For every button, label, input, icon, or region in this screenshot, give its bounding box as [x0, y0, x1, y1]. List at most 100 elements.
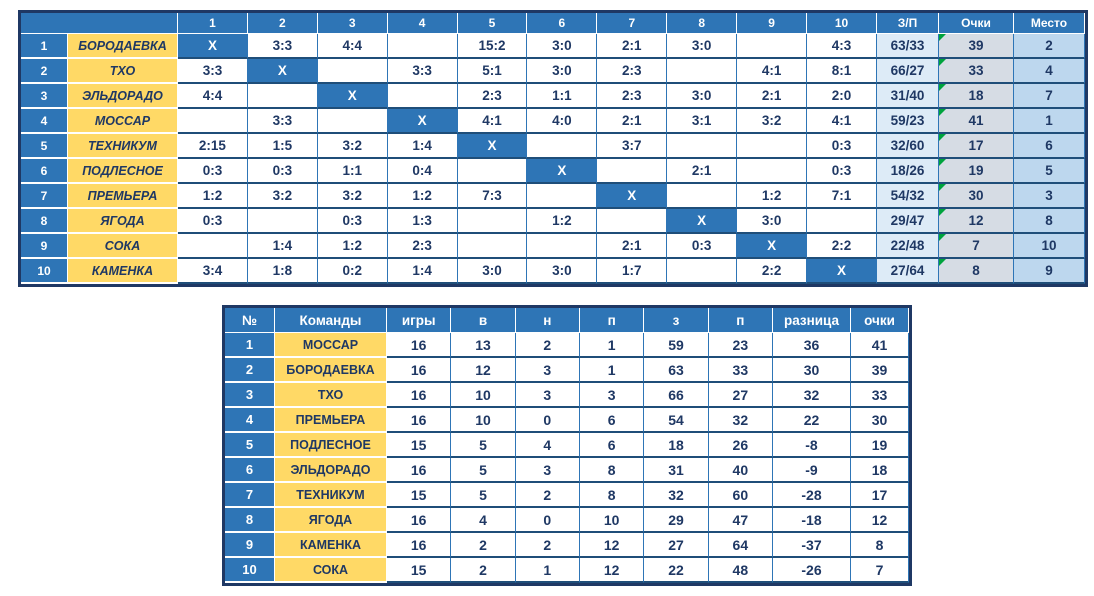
score-cell: 4:4: [317, 34, 388, 59]
stat-cell: 33: [708, 358, 773, 383]
team-name-cell: ЭЛЬДОРАДО: [275, 458, 387, 483]
goals-cell: 22/48: [877, 234, 939, 259]
position-cell: 9: [225, 533, 275, 558]
score-cell: 3:3: [247, 109, 318, 134]
diagonal-x-cell: X: [317, 84, 388, 109]
stat-cell: 1: [515, 558, 580, 583]
stat-cell: 10: [579, 508, 645, 533]
standings-row: 3 ТХО 16 10 3 3 66 27 32 33: [225, 383, 909, 408]
score-cell: 3:7: [597, 134, 668, 159]
team-name-cell: ПРЕМЬЕРА: [68, 184, 178, 209]
diagonal-x-cell: X: [178, 34, 248, 59]
stat-cell: 33: [851, 383, 909, 408]
score-cell: [527, 184, 598, 209]
team-name-cell: ЯГОДА: [275, 508, 387, 533]
points-cell: 41: [939, 109, 1014, 134]
score-cell: [737, 159, 808, 184]
score-cell: 0:3: [317, 209, 388, 234]
score-cell: 7:3: [457, 184, 528, 209]
position-cell: 5: [225, 433, 275, 458]
score-cell: 0:3: [178, 159, 248, 184]
stat-cell: 27: [644, 533, 709, 558]
team-name-cell: ПОДЛЕСНОЕ: [68, 159, 178, 184]
stat-cell: 16: [387, 408, 452, 433]
standings-header-cell: разница: [773, 308, 851, 333]
stat-cell: 40: [708, 458, 773, 483]
points-cell: 17: [939, 134, 1014, 159]
score-cell: 3:2: [247, 184, 318, 209]
score-cell: 2:3: [387, 234, 458, 259]
score-cell: 4:3: [807, 34, 877, 59]
standings-row: 7 ТЕХНИКУМ 15 5 2 8 32 60 -28 17: [225, 483, 909, 508]
team-name-cell: БОРОДАЕВКА: [275, 358, 387, 383]
place-cell: 7: [1014, 84, 1085, 109]
place-cell: 6: [1014, 134, 1085, 159]
goals-cell: 18/26: [877, 159, 939, 184]
score-cell: 3:0: [457, 259, 528, 284]
goals-header: З/П: [877, 13, 939, 34]
stat-cell: 32: [708, 408, 773, 433]
team-name-cell: ТХО: [275, 383, 387, 408]
score-cell: 1:3: [387, 209, 458, 234]
score-cell: 2:3: [597, 59, 668, 84]
score-cell: 8:1: [807, 59, 877, 84]
score-cell: [737, 134, 808, 159]
stat-cell: 10: [451, 383, 516, 408]
diagonal-x-cell: X: [387, 109, 458, 134]
standings-row: 10 СОКА 15 2 1 12 22 48 -26 7: [225, 558, 909, 583]
round-header: 9: [737, 13, 808, 34]
diagonal-x-cell: X: [457, 134, 528, 159]
score-cell: 3:0: [737, 209, 808, 234]
standings-header-cell: в: [451, 308, 516, 333]
points-cell: 30: [939, 184, 1014, 209]
stat-cell: 1: [579, 333, 645, 358]
standings-header-cell: №: [225, 308, 275, 333]
stat-cell: 22: [773, 408, 851, 433]
score-cell: [737, 34, 808, 59]
crosstable-row: 9 СОКА 1:4 1:2 2:3 2:1 0:3 X 2:2 22/48 7 10: [21, 234, 1085, 259]
row-number-cell: 7: [21, 184, 68, 209]
standings-header-row: № Команды игры в н п з п разница очки: [225, 308, 909, 333]
position-cell: 1: [225, 333, 275, 358]
score-cell: 3:2: [317, 134, 388, 159]
row-number-cell: 1: [21, 34, 68, 59]
stat-cell: 10: [451, 408, 516, 433]
stat-cell: 0: [515, 408, 580, 433]
stat-cell: 16: [387, 358, 452, 383]
score-cell: [667, 184, 738, 209]
score-cell: 2:1: [737, 84, 808, 109]
standings-row: 2 БОРОДАЕВКА 16 12 3 1 63 33 30 39: [225, 358, 909, 383]
position-cell: 6: [225, 458, 275, 483]
score-cell: 3:4: [178, 259, 248, 284]
team-name-cell: КАМЕНКА: [68, 259, 178, 284]
team-name-cell: МОССАР: [68, 109, 178, 134]
score-cell: 1:2: [527, 209, 598, 234]
score-cell: 1:1: [527, 84, 598, 109]
team-name-cell: БОРОДАЕВКА: [68, 34, 178, 59]
points-cell: 7: [939, 234, 1014, 259]
score-cell: 2:1: [597, 34, 668, 59]
score-cell: 2:0: [807, 84, 877, 109]
crosstable-row: 6 ПОДЛЕСНОЕ 0:3 0:3 1:1 0:4 X 2:1 0:3 18/26 19 5: [21, 159, 1085, 184]
row-number-cell: 5: [21, 134, 68, 159]
standings-header-cell: п: [708, 308, 773, 333]
crosstable-corner-cell: [21, 13, 178, 34]
stat-cell: 30: [773, 358, 851, 383]
stat-cell: 12: [579, 533, 645, 558]
score-cell: 3:2: [737, 109, 808, 134]
place-cell: 1: [1014, 109, 1085, 134]
score-cell: [667, 134, 738, 159]
stat-cell: 23: [708, 333, 773, 358]
position-cell: 4: [225, 408, 275, 433]
score-cell: [387, 84, 458, 109]
stat-cell: 27: [708, 383, 773, 408]
score-cell: [667, 59, 738, 84]
stat-cell: 3: [515, 458, 580, 483]
position-cell: 10: [225, 558, 275, 583]
score-cell: 1:2: [317, 234, 388, 259]
place-cell: 3: [1014, 184, 1085, 209]
standings-header-cell: з: [644, 308, 709, 333]
standings-header-cell: очки: [851, 308, 909, 333]
points-cell: 8: [939, 259, 1014, 284]
crosstable-row: 10 КАМЕНКА 3:4 1:8 0:2 1:4 3:0 3:0 1:7 2:2 X 27/64 8…: [21, 259, 1085, 284]
